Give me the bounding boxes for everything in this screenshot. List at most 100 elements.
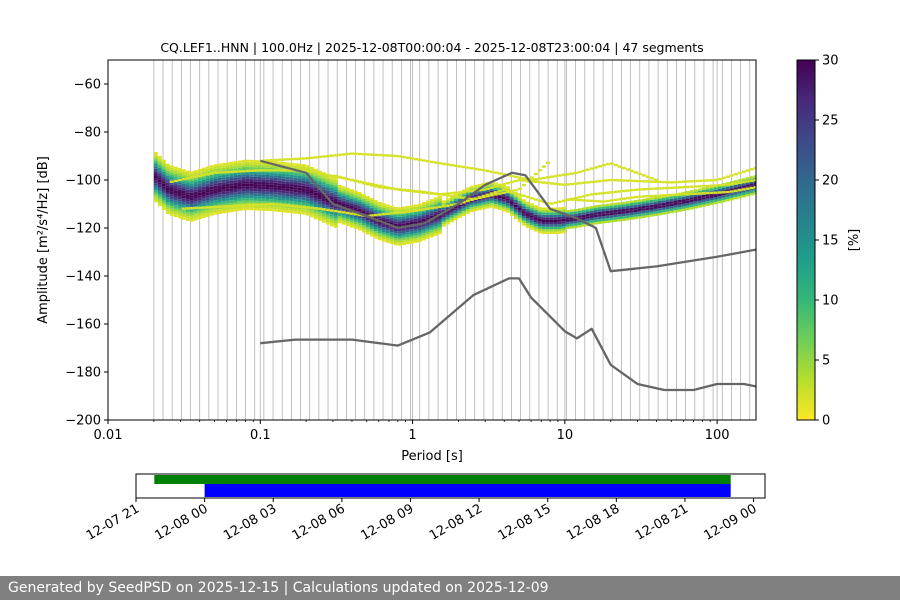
- heatmap-cell: [525, 206, 530, 209]
- heatmap-cell: [281, 210, 286, 213]
- heatmap-cell: [329, 209, 334, 212]
- heatmap-cell: [481, 204, 486, 207]
- heatmap-cell: [433, 161, 438, 164]
- heatmap-cell: [225, 170, 230, 174]
- heatmap-cell: [341, 211, 346, 214]
- heatmap-cell: [533, 207, 538, 210]
- heatmap-cell: [473, 201, 478, 204]
- heatmap-cell: [473, 167, 478, 171]
- heatmap-cell: [245, 193, 250, 196]
- heatmap-cell: [581, 212, 586, 215]
- heatmap-cell: [329, 185, 334, 188]
- heatmap-cell: [557, 207, 562, 210]
- heatmap-cell: [445, 210, 450, 213]
- heatmap-cell: [345, 152, 350, 156]
- heatmap-cell: [593, 217, 598, 220]
- heatmap-cell: [401, 210, 406, 214]
- heatmap-cell: [645, 187, 650, 191]
- heatmap-cell: [313, 202, 318, 205]
- timeline-tick-label: 12-08 00: [152, 501, 210, 543]
- heatmap-cell: [657, 208, 662, 211]
- heatmap-cell: [409, 189, 414, 192]
- heatmap-cell: [377, 213, 382, 216]
- heatmap-cell: [601, 179, 606, 182]
- heatmap-cell: [693, 196, 698, 199]
- heatmap-cell: [529, 176, 534, 179]
- heatmap-cell: [181, 188, 186, 191]
- heatmap-cell: [377, 153, 382, 157]
- heatmap-cell: [197, 168, 202, 172]
- heatmap-cell: [485, 206, 490, 209]
- heatmap-cell: [637, 213, 642, 217]
- heatmap-cell: [261, 182, 266, 185]
- heatmap-cell: [741, 190, 746, 193]
- heatmap-cell: [217, 182, 222, 186]
- heatmap-cell: [233, 197, 238, 200]
- heatmap-cell: [733, 184, 738, 188]
- heatmap-cell: [409, 241, 414, 244]
- heatmap-cell: [609, 208, 614, 211]
- heatmap-cell: [281, 178, 286, 182]
- heatmap-cell: [313, 173, 318, 176]
- heatmap-cell: [169, 167, 174, 171]
- heatmap-cell: [749, 190, 754, 194]
- heatmap-cell: [261, 162, 266, 166]
- heatmap-cell: [217, 197, 222, 200]
- heatmap-cell: [281, 181, 286, 184]
- heatmap-cell: [389, 217, 394, 221]
- heatmap-cell: [165, 180, 170, 183]
- heatmap-cell: [397, 224, 402, 227]
- heatmap-cell: [321, 215, 326, 218]
- heatmap-cell: [613, 198, 618, 202]
- heatmap-cell: [345, 209, 350, 212]
- heatmap-cell: [589, 205, 594, 209]
- heatmap-cell: [613, 212, 618, 215]
- heatmap-cell: [609, 162, 614, 165]
- heatmap-cell: [685, 191, 690, 194]
- heatmap-cell: [197, 195, 202, 198]
- heatmap-cell: [557, 219, 562, 222]
- heatmap-cell: [501, 188, 506, 191]
- heatmap-cell: [753, 180, 756, 183]
- heatmap-cell: [173, 171, 178, 174]
- heatmap-cell: [189, 192, 194, 196]
- heatmap-cell: [625, 218, 630, 221]
- heatmap-cell: [277, 209, 282, 212]
- heatmap-cell: [453, 191, 458, 194]
- heatmap-cell: [333, 154, 338, 157]
- heatmap-cell: [333, 182, 338, 185]
- heatmap-cell: [389, 210, 394, 213]
- heatmap-cell: [257, 201, 262, 204]
- heatmap-cell: [349, 193, 354, 197]
- heatmap-cell: [389, 187, 394, 190]
- heatmap-cell: [177, 199, 182, 202]
- heatmap-cell: [561, 223, 566, 227]
- heatmap-cell: [273, 189, 278, 193]
- heatmap-cell: [221, 191, 226, 195]
- heatmap-cell: [297, 180, 302, 183]
- heatmap-cell: [597, 207, 602, 210]
- heatmap-cell: [273, 173, 278, 176]
- heatmap-cell: [601, 218, 606, 222]
- heatmap-cell: [253, 162, 258, 165]
- heatmap-cell: [157, 160, 162, 164]
- heatmap-cell: [197, 192, 202, 196]
- heatmap-cell: [521, 201, 526, 205]
- heatmap-cell: [345, 218, 350, 222]
- high-noise-model-line: [260, 159, 756, 273]
- heatmap-cell: [529, 180, 534, 183]
- heatmap-cell: [177, 196, 182, 200]
- heatmap-cell: [169, 182, 174, 185]
- heatmap-cell: [221, 174, 226, 178]
- heatmap-cell: [321, 196, 326, 199]
- heatmap-cell: [189, 202, 194, 205]
- heatmap-cell: [241, 186, 246, 189]
- heatmap-cell: [321, 184, 326, 187]
- heatmap-cell: [721, 185, 726, 188]
- heatmap-cell: [617, 190, 622, 193]
- heatmap-cell: [417, 213, 422, 216]
- heatmap-cell: [445, 204, 450, 207]
- heatmap-cell: [309, 202, 314, 206]
- heatmap-cell: [205, 178, 210, 181]
- heatmap-cell: [425, 226, 430, 230]
